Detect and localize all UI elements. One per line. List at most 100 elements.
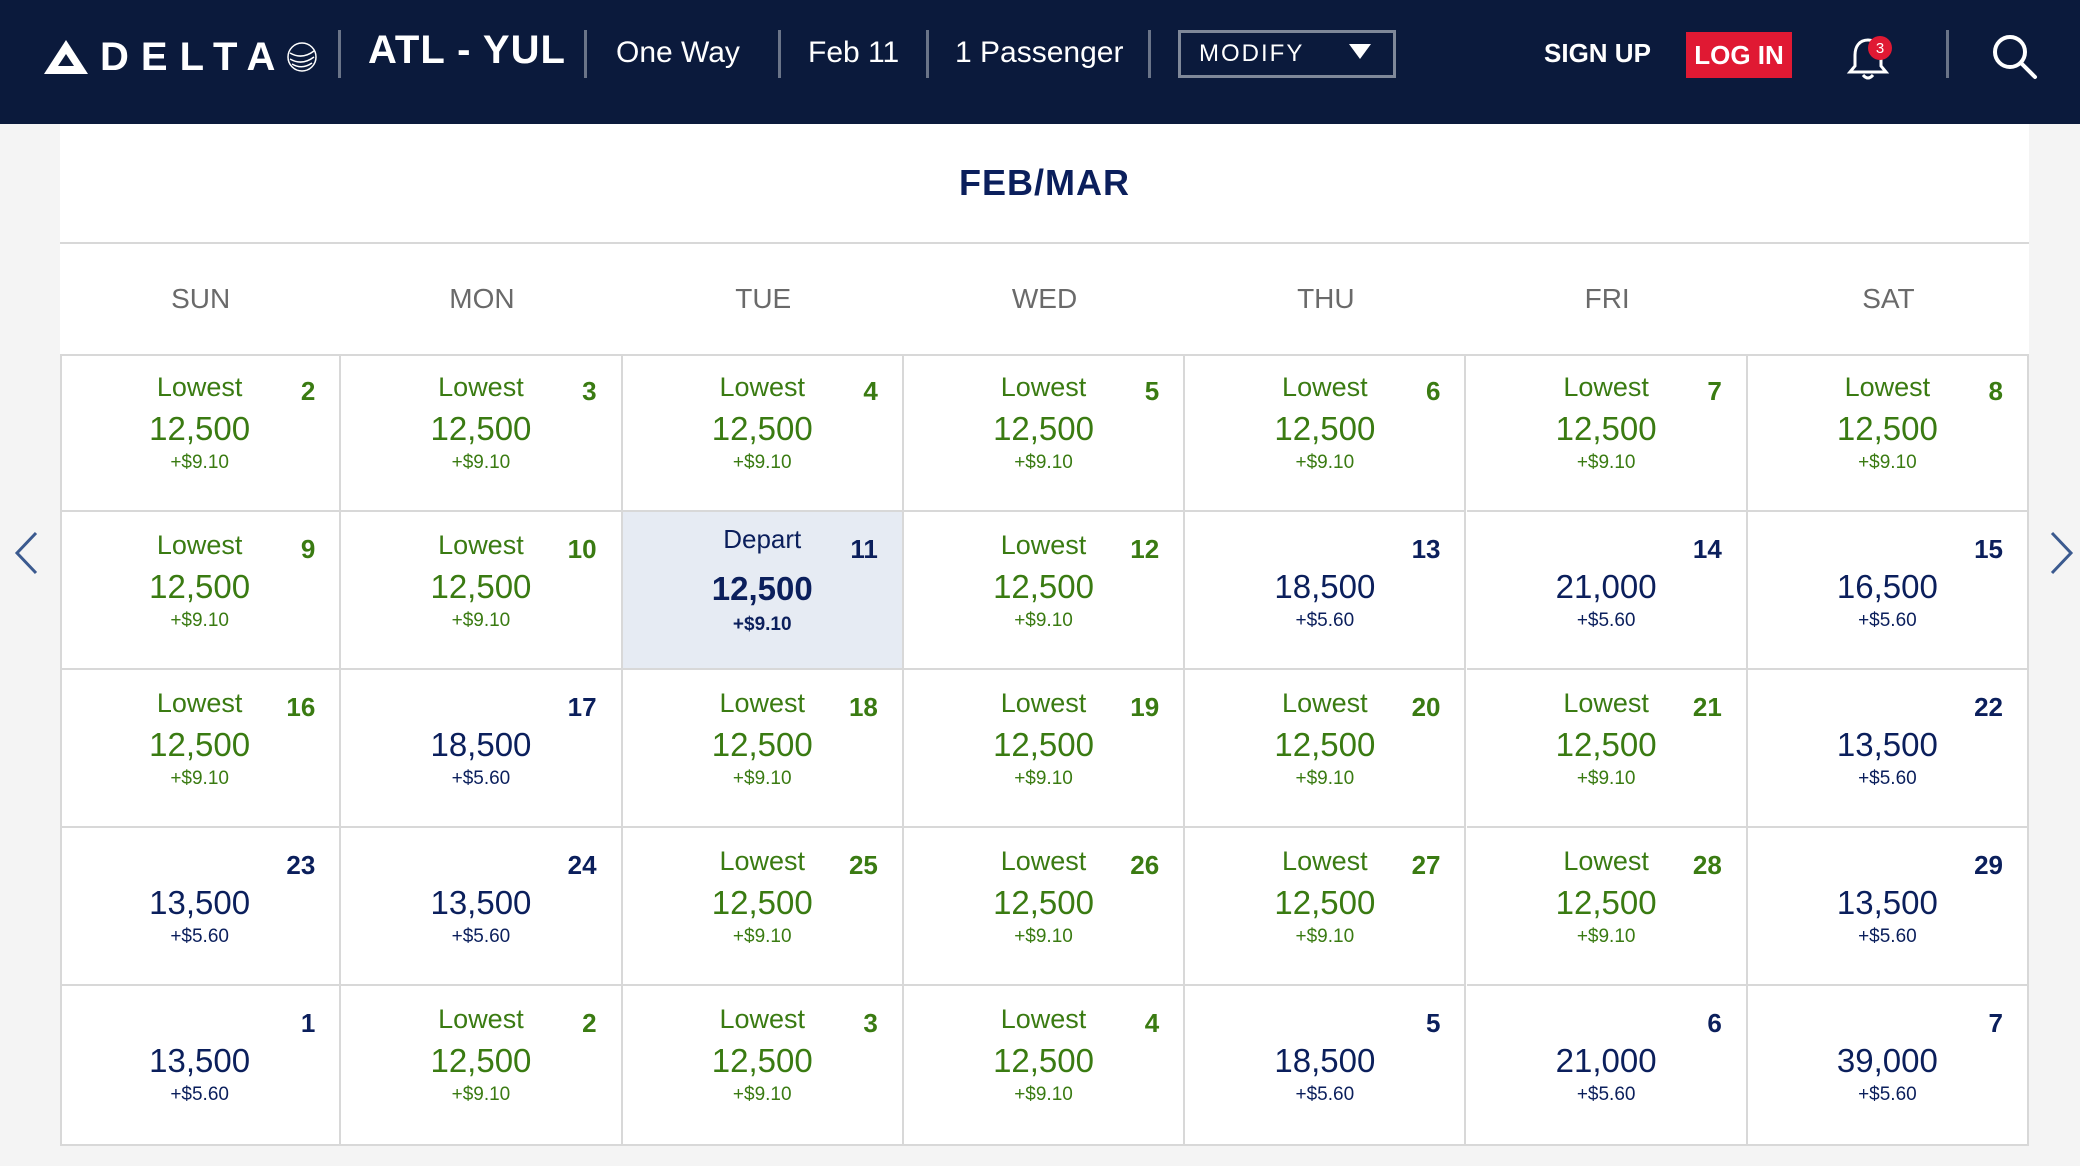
fare-miles: 13,500 xyxy=(149,1042,251,1079)
calendar-day-cell[interactable]: 6 Lowest 12,500 +$9.10 xyxy=(1185,354,1467,512)
day-number: 18 xyxy=(848,692,878,722)
calendar-day-cell[interactable]: 25 Lowest 12,500 +$9.10 xyxy=(622,828,904,986)
day-number: 15 xyxy=(1974,534,2003,564)
calendar-day-cell[interactable]: 20 Lowest 12,500 +$9.10 xyxy=(1185,670,1467,828)
calendar-day-cell[interactable]: 8 Lowest 12,500 +$9.10 xyxy=(1747,354,2027,512)
fare-fee: +$5.60 xyxy=(451,768,511,789)
calendar-day-cell[interactable]: 5 18,500 +$5.60 xyxy=(1185,986,1467,1144)
delta-widget-icon xyxy=(44,40,88,74)
day-number: 7 xyxy=(1707,376,1722,406)
calendar-day-cell[interactable]: 26 Lowest 12,500 +$9.10 xyxy=(903,828,1186,986)
calendar-day-cell[interactable]: 14 21,000 +$5.60 xyxy=(1466,512,1748,670)
fare-miles: 12,500 xyxy=(993,726,1094,763)
fare-calendar: FEB/MAR SUN MON TUE WED THU FRI SAT 2 Lowest 12,… xyxy=(60,124,2029,1146)
day-number: 7 xyxy=(1988,1008,2003,1038)
weekday-label: SUN xyxy=(171,283,231,314)
header-divider xyxy=(1946,30,1949,78)
fare-miles: 12,500 xyxy=(1274,884,1376,921)
calendar-day-cell[interactable]: 28 Lowest 12,500 +$9.10 xyxy=(1466,828,1748,986)
day-number: 21 xyxy=(1692,692,1722,722)
calendar-day-cell[interactable]: 29 13,500 +$5.60 xyxy=(1747,828,2027,986)
day-number: 12 xyxy=(1130,534,1160,564)
calendar-day-cell[interactable]: 12 Lowest 12,500 +$9.10 xyxy=(903,512,1186,670)
calendar-day-cell[interactable]: 5 Lowest 12,500 +$9.10 xyxy=(903,354,1186,512)
calendar-day-cell[interactable]: 11 Depart 12,500 +$9.10 xyxy=(622,512,904,670)
top-navigation-bar: DELTA ATL - YUL One Way Feb 11 1 Passeng… xyxy=(0,0,2080,124)
day-number: 5 xyxy=(1144,376,1160,406)
fare-miles: 12,500 xyxy=(1274,410,1376,447)
day-number: 22 xyxy=(1974,692,2003,722)
calendar-day-cell[interactable]: 22 13,500 +$5.60 xyxy=(1747,670,2027,828)
fare-miles: 12,500 xyxy=(993,1042,1094,1079)
calendar-day-cell[interactable]: 2 Lowest 12,500 +$9.10 xyxy=(60,354,342,512)
calendar-day-cell[interactable]: 4 Lowest 12,500 +$9.10 xyxy=(622,354,904,512)
calendar-day-cell[interactable]: 23 13,500 +$5.60 xyxy=(60,828,342,986)
calendar-day-cell[interactable]: 7 Lowest 12,500 +$9.10 xyxy=(1466,354,1748,512)
calendar-day-cell[interactable]: 18 Lowest 12,500 +$9.10 xyxy=(622,670,904,828)
modify-search-button[interactable]: MODIFY xyxy=(1178,30,1396,78)
previous-month-arrow-icon[interactable] xyxy=(12,530,40,576)
fare-fee: +$9.10 xyxy=(1014,926,1073,947)
fare-fee: +$9.10 xyxy=(732,926,792,947)
weekday-label: SAT xyxy=(1862,283,1915,314)
fare-tag: Lowest xyxy=(156,530,243,560)
fare-fee: +$5.60 xyxy=(170,926,229,947)
fare-tag: Lowest xyxy=(1563,372,1649,402)
next-month-arrow-icon[interactable] xyxy=(2048,530,2076,576)
fare-miles: 21,000 xyxy=(1555,568,1657,605)
fare-miles: 12,500 xyxy=(711,410,813,447)
weekday-label: FRI xyxy=(1584,283,1630,314)
delta-logo[interactable]: DELTA xyxy=(44,32,319,82)
fare-miles: 12,500 xyxy=(430,1042,532,1079)
header-divider xyxy=(584,30,587,78)
fare-tag: Lowest xyxy=(1844,372,1931,402)
calendar-day-cell[interactable]: 27 Lowest 12,500 +$9.10 xyxy=(1185,828,1467,986)
day-number: 3 xyxy=(582,376,597,406)
sign-up-link[interactable]: SIGN UP xyxy=(1544,38,1651,68)
search-icon[interactable] xyxy=(1990,32,2038,80)
header-divider xyxy=(338,30,341,78)
calendar-day-cell[interactable]: 3 Lowest 12,500 +$9.10 xyxy=(623,986,904,1144)
calendar-day-cell[interactable]: 17 18,500 +$5.60 xyxy=(341,670,623,828)
fare-fee: +$9.10 xyxy=(1858,452,1917,473)
calendar-day-cell[interactable]: 16 Lowest 12,500 +$9.10 xyxy=(60,670,342,828)
fare-tag: Lowest xyxy=(438,1004,524,1034)
calendar-day-cell[interactable]: 2 Lowest 12,500 +$9.10 xyxy=(341,986,623,1144)
fare-fee: +$9.10 xyxy=(451,1084,511,1105)
calendar-day-cell[interactable]: 15 16,500 +$5.60 xyxy=(1747,512,2027,670)
fare-fee: +$9.10 xyxy=(451,452,511,473)
header-divider xyxy=(778,30,781,78)
notification-count-badge: 3 xyxy=(1868,36,1892,60)
delta-wordmark: DELTA xyxy=(100,34,288,79)
log-in-button[interactable]: LOG IN xyxy=(1686,32,1792,78)
calendar-day-cell[interactable]: 4 Lowest 12,500 +$9.10 xyxy=(904,986,1186,1144)
trip-type-label: One Way xyxy=(616,36,740,69)
fare-tag: Depart xyxy=(723,524,802,554)
travel-date-label: Feb 11 xyxy=(808,36,900,69)
fare-tag: Lowest xyxy=(1563,688,1649,718)
fare-miles: 12,500 xyxy=(711,726,813,763)
calendar-day-cell[interactable]: 9 Lowest 12,500 +$9.10 xyxy=(60,512,342,670)
fare-miles: 12,500 xyxy=(1274,726,1376,763)
day-number: 6 xyxy=(1707,1008,1722,1038)
fare-fee: +$9.10 xyxy=(1014,452,1073,473)
fare-miles: 12,500 xyxy=(1555,884,1657,921)
calendar-day-cell[interactable]: 21 Lowest 12,500 +$9.10 xyxy=(1466,670,1748,828)
calendar-day-cell[interactable]: 1 13,500 +$5.60 xyxy=(60,986,342,1144)
calendar-day-cell[interactable]: 3 Lowest 12,500 +$9.10 xyxy=(341,354,623,512)
calendar-day-cell[interactable]: 13 18,500 +$5.60 xyxy=(1185,512,1467,670)
calendar-day-cell[interactable]: 7 39,000 +$5.60 xyxy=(1748,986,2027,1144)
fare-miles: 12,500 xyxy=(993,410,1094,447)
fare-tag: Lowest xyxy=(438,372,524,402)
day-number: 23 xyxy=(286,850,316,880)
fare-fee: +$5.60 xyxy=(1576,610,1636,631)
fare-fee: +$9.10 xyxy=(1295,452,1355,473)
calendar-day-cell[interactable]: 6 21,000 +$5.60 xyxy=(1467,986,1748,1144)
fare-tag: Lowest xyxy=(1282,372,1368,402)
fare-fee: +$9.10 xyxy=(170,610,229,631)
calendar-day-cell[interactable]: 10 Lowest 12,500 +$9.10 xyxy=(341,512,623,670)
calendar-day-cell[interactable]: 24 13,500 +$5.60 xyxy=(341,828,623,986)
calendar-day-cell[interactable]: 19 Lowest 12,500 +$9.10 xyxy=(903,670,1186,828)
day-number: 20 xyxy=(1411,692,1441,722)
fare-miles: 12,500 xyxy=(149,568,251,605)
